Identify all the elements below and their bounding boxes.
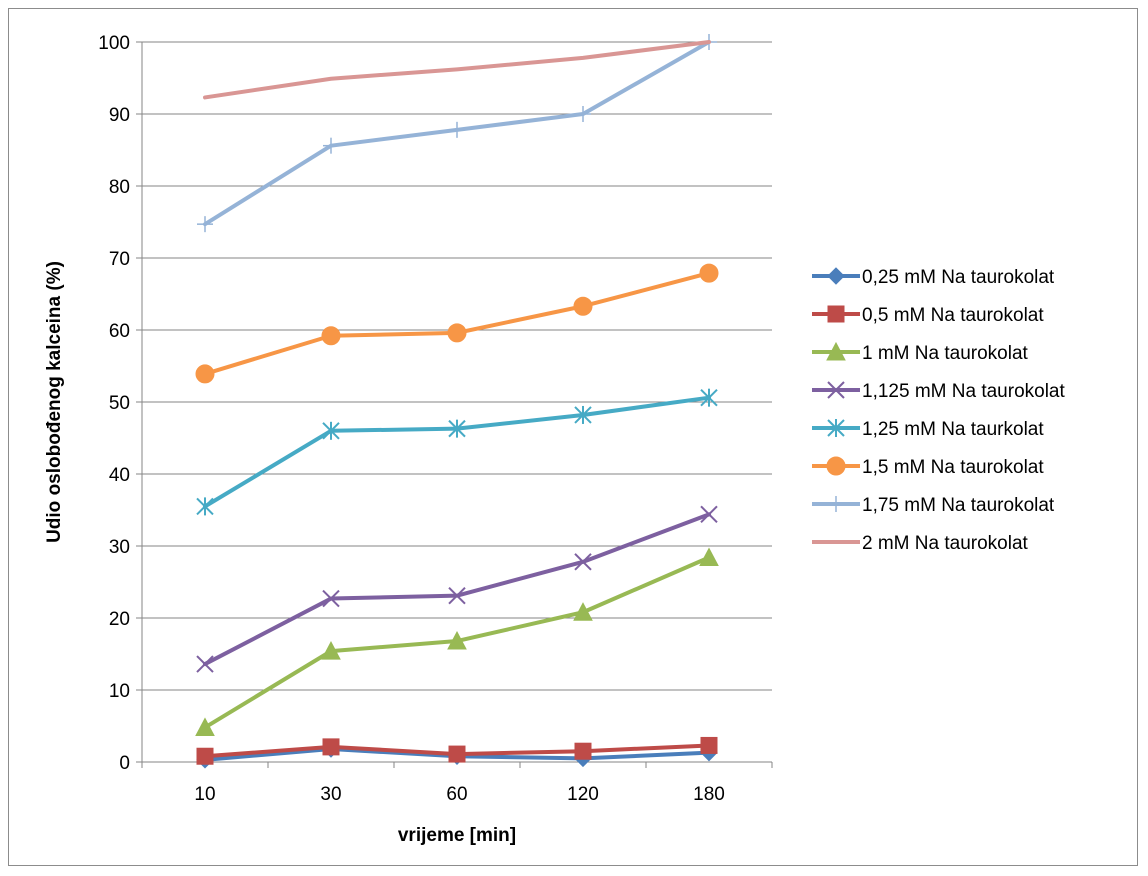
x-tick-label: 30 <box>320 784 341 805</box>
legend-item: 2 mM Na taurokolat <box>812 533 1029 554</box>
series-layer <box>195 34 719 769</box>
series-2 <box>195 547 719 736</box>
legend-label: 0,5 mM Na taurokolat <box>862 305 1044 326</box>
data-point <box>322 589 340 608</box>
data-point <box>700 388 718 407</box>
data-point <box>321 641 341 660</box>
data-point <box>448 745 466 763</box>
legend-item: 1,25 mM Na taurkolat <box>812 419 1044 440</box>
legend-label: 2 mM Na taurokolat <box>862 533 1029 554</box>
x-tick-label: 60 <box>446 784 467 805</box>
legend-marker <box>827 419 845 437</box>
y-tick-label: 10 <box>109 681 130 702</box>
legend-marker <box>826 341 846 361</box>
data-point <box>322 421 340 440</box>
x-tick-label: 10 <box>194 784 215 805</box>
data-point <box>322 738 340 756</box>
data-point <box>574 405 592 424</box>
legend: 0,25 mM Na taurokolat 0,5 mM Na taurokola… <box>812 267 1065 554</box>
series-7 <box>203 40 711 100</box>
data-point <box>323 137 339 154</box>
data-point <box>573 602 593 621</box>
y-tick-label: 40 <box>109 465 130 486</box>
data-point <box>448 586 466 605</box>
series-1 <box>196 736 718 765</box>
x-axis: 10 30 60 120 180 <box>141 761 773 805</box>
data-point <box>574 553 592 571</box>
y-tick-label: 70 <box>109 249 130 270</box>
x-tick-label: 180 <box>693 784 725 805</box>
series-4 <box>196 388 718 516</box>
y-tick-label: 100 <box>98 33 130 54</box>
data-point <box>447 630 467 650</box>
data-point <box>699 263 719 283</box>
series-line <box>203 40 711 100</box>
legend-marker <box>828 496 844 512</box>
data-point <box>196 655 214 673</box>
legend-item: 1 mM Na taurokolat <box>812 341 1029 364</box>
data-point <box>447 323 467 343</box>
data-point <box>574 742 592 760</box>
y-tick-label: 30 <box>109 537 130 558</box>
y-axis-title: Udio oslobođenog kalceina (%) <box>44 261 65 543</box>
legend-label: 0,25 mM Na taurokolat <box>862 267 1055 288</box>
data-point <box>195 364 215 384</box>
legend-item: 0,25 mM Na taurokolat <box>812 267 1055 288</box>
data-point <box>195 717 215 736</box>
data-point <box>449 121 465 138</box>
x-axis-title: vrijeme [min] <box>398 825 516 846</box>
legend-marker <box>826 456 846 476</box>
data-point <box>700 505 718 524</box>
legend-item: 1,75 mM Na taurokolat <box>812 495 1055 516</box>
legend-item: 1,125 mM Na taurokolat <box>812 381 1065 402</box>
chart-frame <box>8 8 1138 866</box>
y-tick-label: 60 <box>109 321 130 342</box>
legend-marker <box>827 305 845 323</box>
legend-label: 1,25 mM Na taurkolat <box>862 419 1044 440</box>
series-3 <box>196 505 718 673</box>
series-6 <box>197 34 717 233</box>
y-tick-label: 90 <box>109 105 130 126</box>
y-tick-label: 20 <box>109 609 130 630</box>
data-point <box>700 736 718 754</box>
data-point <box>575 106 591 122</box>
legend-item: 0,5 mM Na taurokolat <box>812 305 1044 326</box>
legend-label: 1,125 mM Na taurokolat <box>862 381 1065 402</box>
y-tick-label: 80 <box>109 177 130 198</box>
legend-label: 1,5 mM Na taurokolat <box>862 457 1044 478</box>
data-point <box>197 216 213 233</box>
legend-marker <box>827 381 845 399</box>
data-point <box>321 326 341 346</box>
data-point <box>573 296 593 316</box>
y-axis: 0 10 20 30 40 50 60 70 80 90 100 <box>98 33 143 774</box>
y-tick-label: 50 <box>109 393 130 414</box>
data-point <box>196 747 214 765</box>
legend-item: 1,5 mM Na taurokolat <box>812 456 1044 478</box>
series-line <box>203 395 711 509</box>
x-tick-label: 120 <box>567 784 599 805</box>
legend-label: 1 mM Na taurokolat <box>862 343 1029 364</box>
y-tick-label: 0 <box>119 753 130 774</box>
data-point <box>196 497 214 516</box>
legend-label: 1,75 mM Na taurokolat <box>862 495 1055 516</box>
series-5 <box>195 263 719 384</box>
legend-marker <box>827 267 845 285</box>
data-point <box>448 419 466 438</box>
data-point <box>699 547 719 567</box>
